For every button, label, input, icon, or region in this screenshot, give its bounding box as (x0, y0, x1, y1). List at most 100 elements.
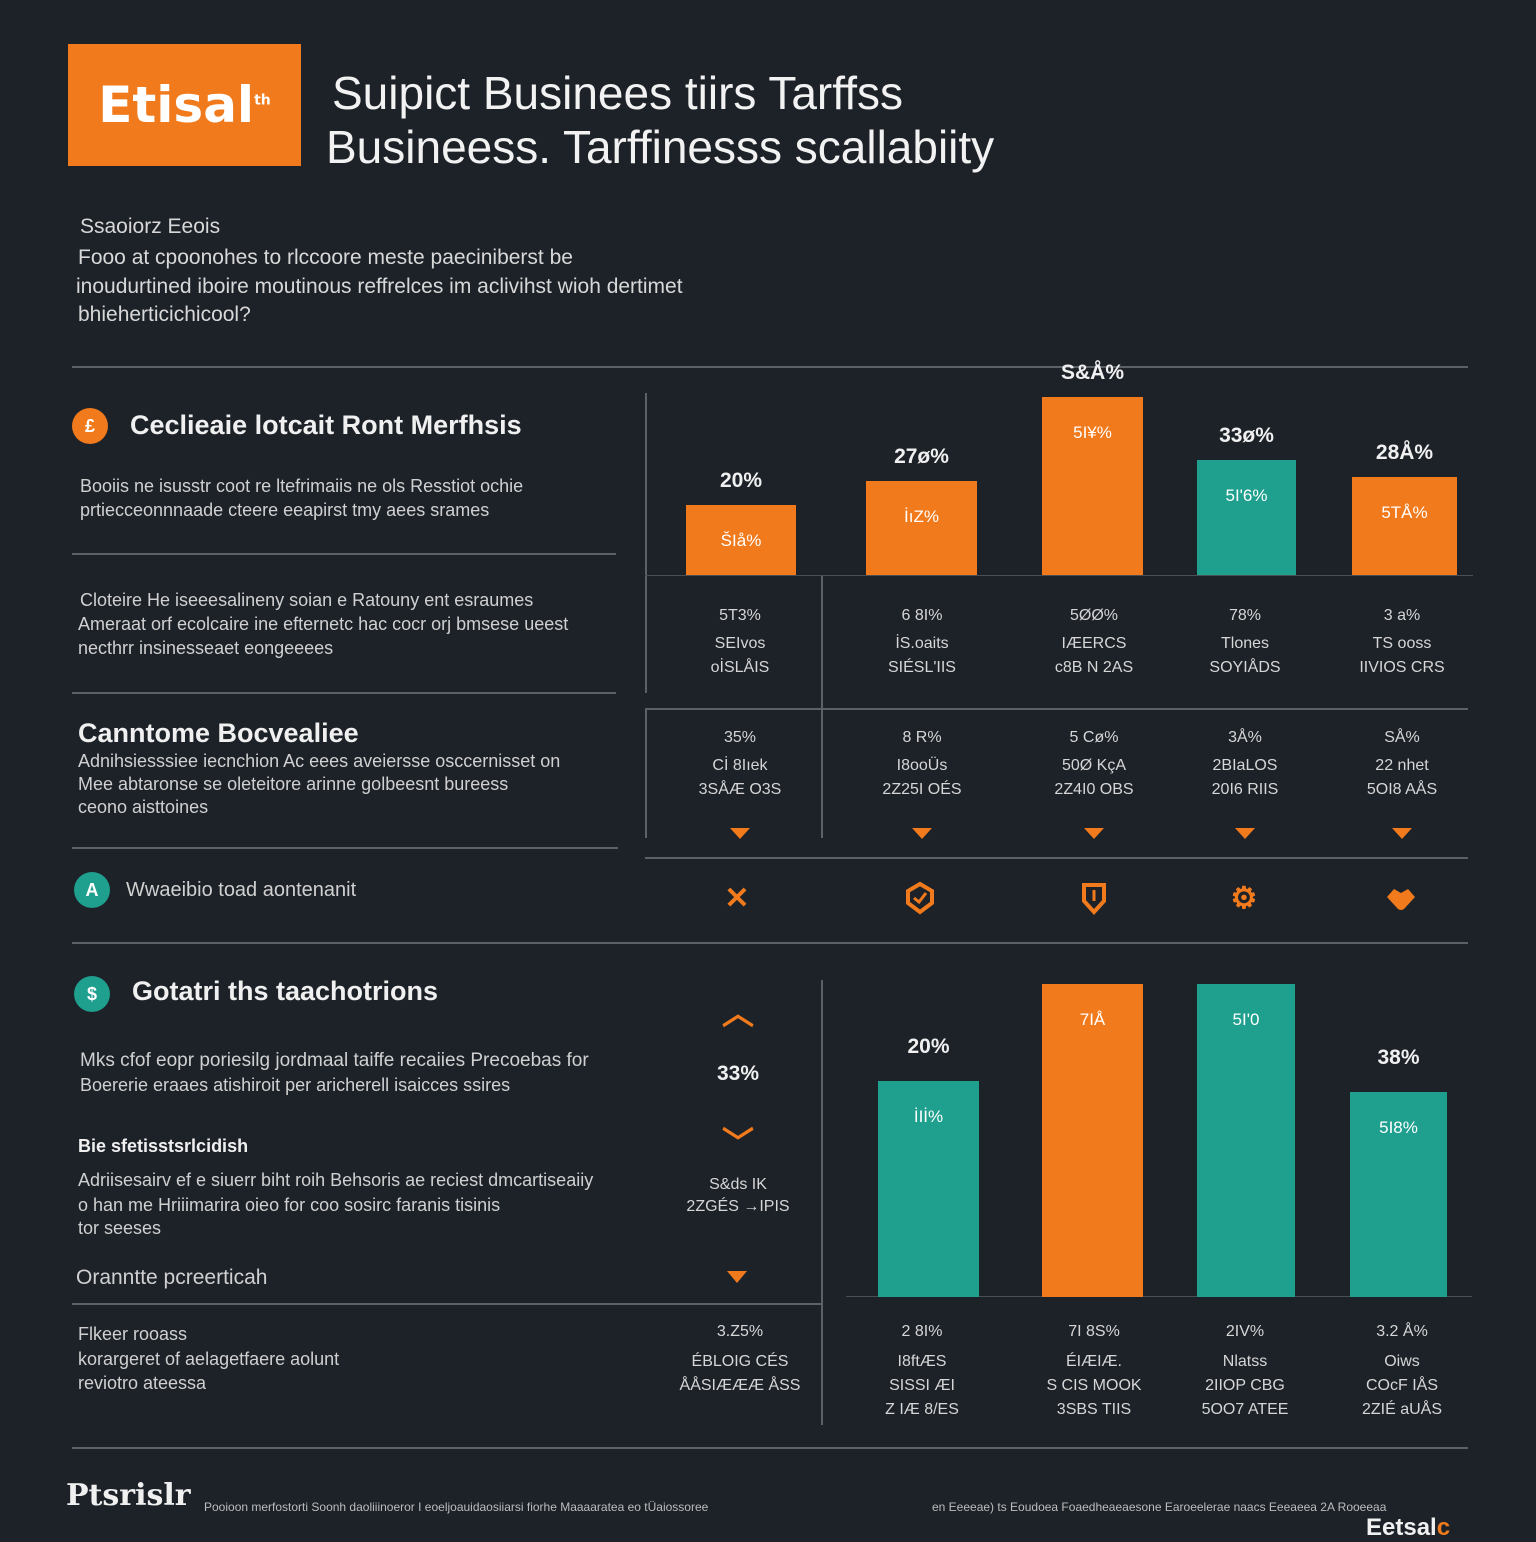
table-cell: I8ftÆS (897, 1353, 947, 1370)
table-cell: Cİ 8Iıek (712, 757, 768, 774)
intro-line: inoudurtined iboire moutinous reffrelces… (76, 275, 683, 298)
page-title-line2: Busineess. Tarffinesss scallabiity (326, 121, 995, 173)
triangle-down-icon (1084, 828, 1104, 839)
table-cell: 7I 8S% (1068, 1323, 1120, 1340)
section-subtitle: Oranntte pcreerticah (76, 1266, 268, 1289)
table-cell: 3.2 Å% (1376, 1323, 1428, 1340)
section-text: Cloteire He iseeesalineny soian e Ratoun… (80, 590, 534, 610)
divider (645, 708, 1468, 710)
bar-value-label: ŠIå% (720, 531, 762, 551)
bar: İIİ% (878, 1081, 979, 1297)
section-text: Mee abtaronse se oleteitore arinne golbe… (78, 774, 509, 794)
table-cell: 3 a% (1383, 607, 1421, 624)
section-title: Ceclieaie lotcait Ront Merfhsis (130, 410, 522, 440)
table-cell: TS ooss (1372, 635, 1432, 652)
handshake-icon (1383, 880, 1419, 916)
triangle-down-icon (1235, 828, 1255, 839)
table-cell: Nlatss (1222, 1353, 1268, 1370)
section-text: prtiecceonnnaade cteere eeapirst tmy aee… (80, 500, 490, 520)
table-cell: 5OO7 ATEE (1201, 1401, 1289, 1418)
bar-value-label: İıΖ% (904, 506, 939, 526)
table-cell: SÅ% (1384, 729, 1420, 746)
divider (645, 393, 647, 693)
table-cell: 6 8I% (901, 607, 943, 624)
table-cell: I8ooÜs (896, 757, 948, 774)
table-cell: ÉBLOIG CÉS (691, 1353, 789, 1370)
table-cell: 22 nhet (1375, 757, 1429, 774)
chart-baseline (846, 1296, 1472, 1297)
divider (645, 708, 647, 838)
divider (821, 576, 823, 838)
table-cell: SOYIÅDS (1209, 659, 1281, 676)
gear-icon: ⚙ (1230, 881, 1258, 915)
table-cell: oİSLÅIS (710, 659, 770, 676)
table-cell: 3Å% (1228, 729, 1262, 746)
table-cell: Tlones (1220, 635, 1270, 652)
divider (645, 857, 1468, 859)
triangle-down-icon (1392, 828, 1412, 839)
bar: 5I8% (1350, 1091, 1447, 1297)
section-title: Gotatri ths taachotrions (132, 976, 439, 1006)
chevron-down-icon: ﹀ (722, 1125, 755, 1161)
table-cell: Z IÆ 8/ES (885, 1401, 959, 1418)
bar-top-label: S&Å% (1060, 361, 1124, 385)
bar-value-label: 7IÅ (1079, 1009, 1106, 1029)
table-cell: 3.Z5% (716, 1323, 764, 1340)
table-cell: Oiws (1384, 1353, 1420, 1370)
section-text: reviotro ateessa (78, 1373, 207, 1393)
section-text: Mks cfof eopr poriesilg jordmaal taiffe … (80, 1050, 589, 1071)
table-cell: 2IV% (1225, 1323, 1265, 1340)
bar-value-label: 5I¥% (1073, 423, 1112, 443)
footer-logo: Ptsrislr (66, 1478, 191, 1513)
footer-text: Pooioon merfostorti Soonh daoliiinoeror … (204, 1500, 709, 1514)
section-text: necthrr insinesseaet eongeeees (78, 638, 334, 658)
section-text: ceono aisttoines (78, 797, 209, 817)
table-cell: 5T3% (719, 607, 761, 624)
divider (72, 1303, 822, 1305)
triangle-down-icon (727, 1271, 747, 1283)
section-text: korargeret of aelagetfaere aolunt (78, 1349, 340, 1369)
table-cell: ÉIÆIÆ. (1065, 1353, 1122, 1370)
table-cell: 2 8I% (901, 1323, 943, 1340)
bar-top-label: 38% (1377, 1045, 1420, 1069)
table-cell: 5OI8 AÅS (1366, 781, 1438, 798)
bar: 5I¥% (1042, 397, 1143, 575)
table-cell: İS.oaits (895, 635, 949, 652)
section-text: Adriisesairv ef e siuerr biht roih Behso… (78, 1170, 594, 1190)
bar: 5TÅ% (1352, 477, 1457, 575)
section-text: Flkeer rooass (78, 1324, 188, 1344)
table-cell: 78% (1228, 607, 1262, 624)
triangle-down-icon (912, 828, 932, 839)
chart-baseline (645, 575, 1473, 576)
divider (821, 980, 823, 1425)
bar: 5I'0 (1197, 983, 1295, 1297)
table-cell: SIÉSL'IIS (888, 659, 956, 676)
shield-power-icon (1076, 880, 1112, 916)
divider (72, 942, 1468, 944)
section-title: Canntome Bocvealiee (78, 718, 359, 748)
intro-line: bhieherticichicool? (78, 303, 251, 326)
page-title-line1: Suipict Businees tiirs Tarffss (332, 67, 903, 119)
table-cell: SISSI ÆI (889, 1377, 955, 1394)
table-cell: 2BIaLOS (1212, 757, 1278, 774)
table-cell: 2Z4I0 OBS (1054, 781, 1134, 798)
intro-heading: Ssaoiorz Eeois (80, 215, 221, 238)
section-badge-icon: Α (74, 872, 110, 908)
table-cell: ÅÅSIÆÆÆ ÅSS (679, 1377, 801, 1394)
table-cell: IIVIOS CRS (1359, 659, 1445, 676)
table-cell: 5ØØ% (1069, 607, 1118, 624)
intro-line: Fooo at cpoonohes to rlccoore meste paec… (78, 246, 573, 269)
chevron-up-icon: ︿ (722, 995, 755, 1031)
footer-brand-logo: Eetsalc (1366, 1514, 1451, 1541)
bar-value-label: 5TÅ% (1381, 503, 1428, 523)
divider (72, 366, 1468, 368)
table-cell: 50Ø KçA (1061, 757, 1127, 774)
section-text: Booiis ne isusstr coot re ltefrimaiis ne… (80, 476, 524, 496)
section-subtitle: Bie sfetisstsrlcidish (78, 1136, 249, 1156)
bar-value-label: 5I8% (1379, 1117, 1418, 1137)
table-cell: 3SBS TIIS (1056, 1401, 1132, 1418)
table-cell: 20I6 RIIS (1211, 781, 1279, 798)
table-cell: 5 Cø% (1069, 729, 1119, 746)
table-cell: 3SÅÆ O3S (698, 781, 782, 798)
side-value: 33% (716, 1062, 760, 1085)
